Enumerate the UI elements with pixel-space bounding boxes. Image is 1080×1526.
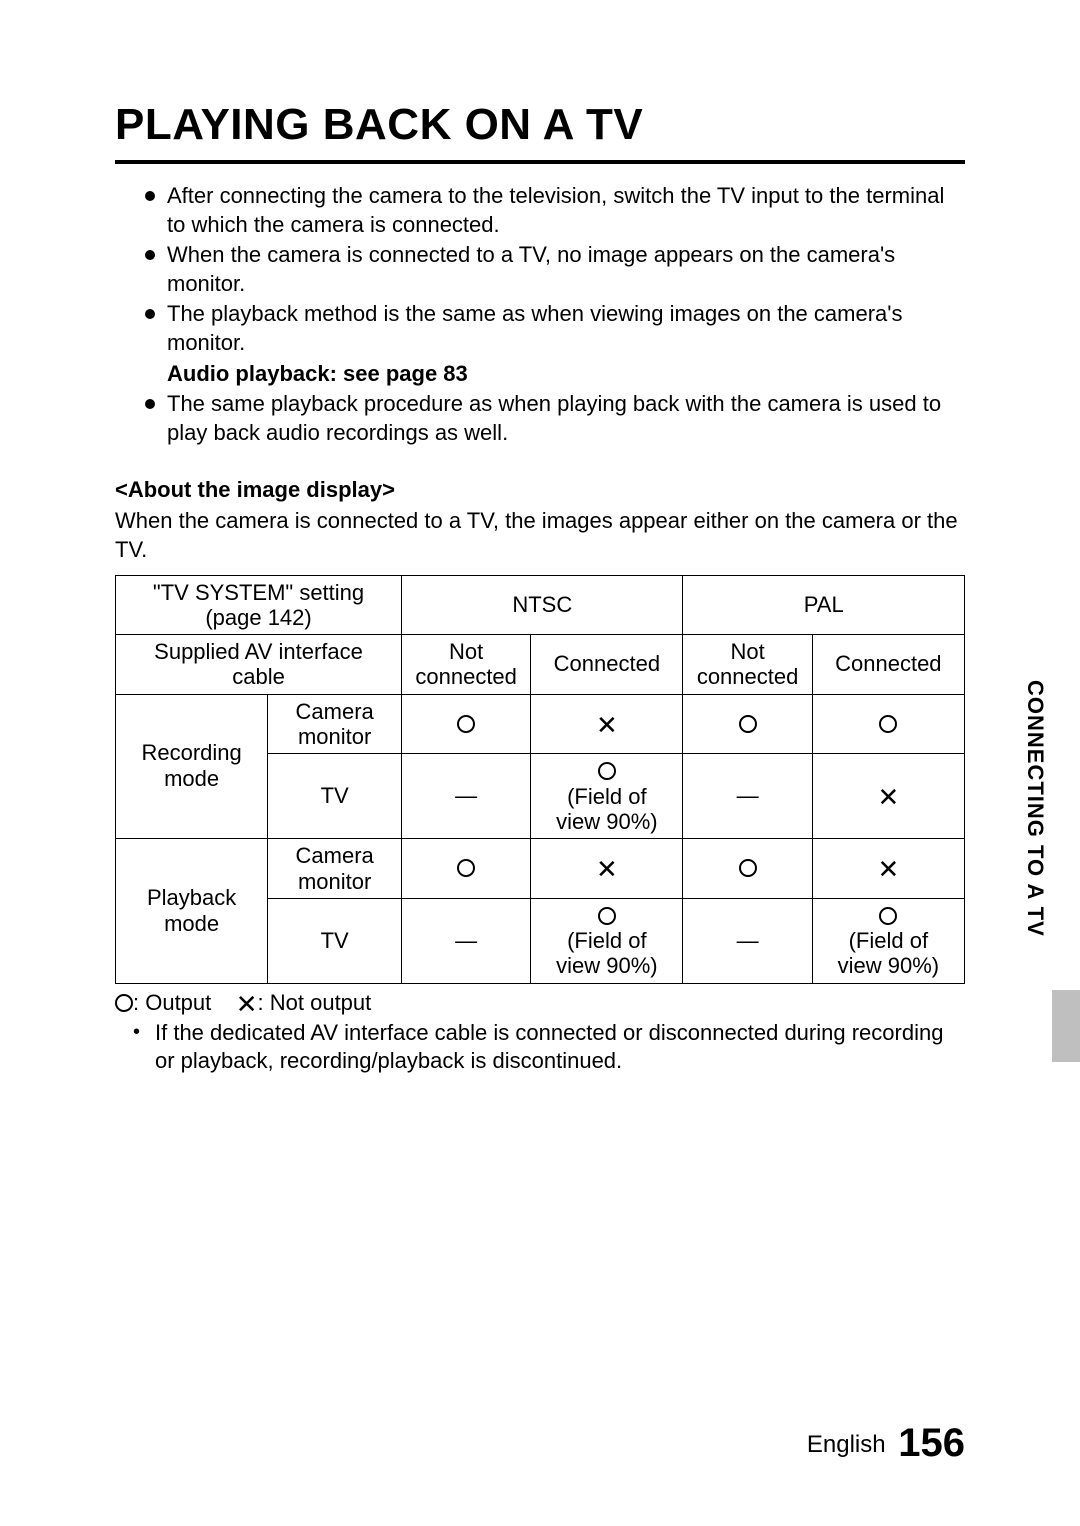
x-icon: ✕ [877, 784, 899, 810]
th-connected: Connected [531, 635, 683, 695]
circle-icon [457, 715, 475, 733]
cell-dash: — [402, 898, 531, 983]
cell-output [402, 839, 531, 899]
page-title: PLAYING BACK ON A TV [115, 100, 965, 164]
cell-output-fov: (Field ofview 90%) [531, 898, 683, 983]
th-connected: Connected [812, 635, 964, 695]
x-icon: ✕ [596, 856, 618, 882]
row-playback-mode: Playback mode [116, 839, 268, 983]
cell-dash: — [402, 754, 531, 839]
circle-icon [739, 715, 757, 733]
bullet-item: The playback method is the same as when … [145, 300, 965, 357]
x-icon: ✕ [596, 712, 618, 738]
cell-output-fov: (Field ofview 90%) [812, 898, 964, 983]
cell-dash: — [683, 754, 812, 839]
cell-not-output: ✕ [531, 694, 683, 754]
cell-output [812, 694, 964, 754]
display-table: "TV SYSTEM" setting(page 142) NTSC PAL S… [115, 575, 965, 984]
circle-icon [457, 859, 475, 877]
page-footer: English 156 [807, 1421, 965, 1466]
th-pal: PAL [683, 575, 965, 635]
th-av-cable: Supplied AV interfacecable [116, 635, 402, 695]
x-icon: ✕ [877, 856, 899, 882]
circle-icon [115, 994, 133, 1012]
side-section-label: CONNECTING TO A TV [1022, 680, 1048, 937]
th-tv-system: "TV SYSTEM" setting(page 142) [116, 575, 402, 635]
subheading: <About the image display> [115, 477, 965, 503]
th-not-connected: Notconnected [683, 635, 812, 695]
table-legend: : Output ✕: Not output [115, 990, 965, 1017]
circle-icon [879, 907, 897, 925]
side-tab-marker [1052, 990, 1080, 1062]
th-not-connected: Notconnected [402, 635, 531, 695]
bullet-list: After connecting the camera to the telev… [115, 182, 965, 447]
row-recording-mode: Recording mode [116, 694, 268, 838]
cell-dash: — [683, 898, 812, 983]
bullet-item: When the camera is connected to a TV, no… [145, 241, 965, 298]
cell-output [402, 694, 531, 754]
cell-output [683, 694, 812, 754]
circle-icon [879, 715, 897, 733]
circle-icon [598, 762, 616, 780]
footer-page-number: 156 [898, 1421, 965, 1465]
footer-language: English [807, 1431, 886, 1458]
subheading-text: When the camera is connected to a TV, th… [115, 507, 965, 564]
cell-not-output: ✕ [812, 754, 964, 839]
circle-icon [739, 859, 757, 877]
bullet-item: The same playback procedure as when play… [145, 390, 965, 447]
th-ntsc: NTSC [402, 575, 683, 635]
row-camera-monitor: Cameramonitor [268, 839, 402, 899]
bullet-item: After connecting the camera to the telev… [145, 182, 965, 239]
row-tv: TV [268, 898, 402, 983]
row-camera-monitor: Cameramonitor [268, 694, 402, 754]
cell-not-output: ✕ [812, 839, 964, 899]
row-tv: TV [268, 754, 402, 839]
x-icon: ✕ [236, 991, 258, 1017]
cell-output [683, 839, 812, 899]
footnote: If the dedicated AV interface cable is c… [115, 1019, 965, 1076]
cell-output-fov: (Field ofview 90%) [531, 754, 683, 839]
bold-reference: Audio playback: see page 83 [145, 360, 965, 389]
circle-icon [598, 907, 616, 925]
cell-not-output: ✕ [531, 839, 683, 899]
